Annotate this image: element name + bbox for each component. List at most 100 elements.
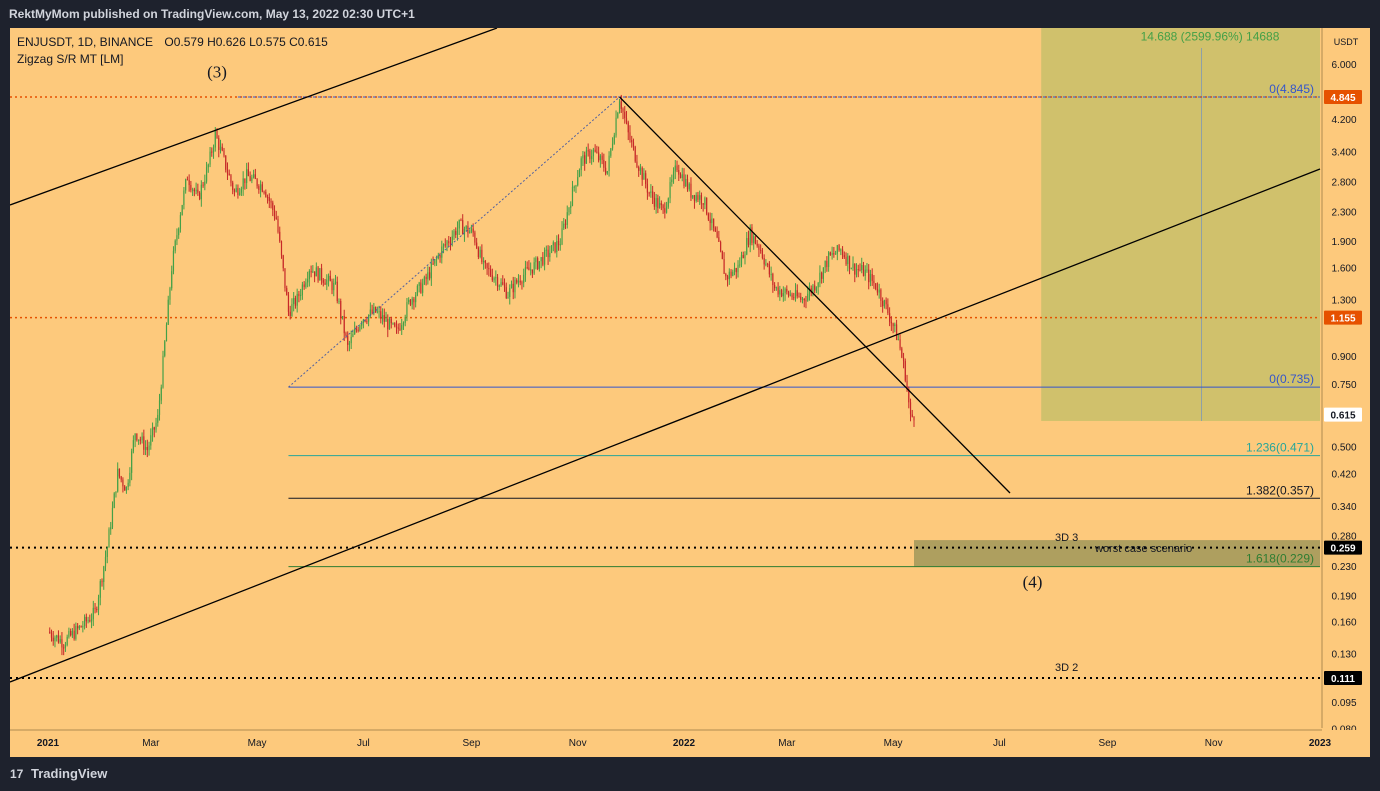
candle-body (470, 228, 473, 232)
candle-body (432, 263, 434, 265)
candle-body (70, 631, 72, 636)
candle-body (144, 447, 147, 450)
candle-body (176, 235, 178, 241)
candle-body (868, 269, 870, 283)
candle-body (746, 238, 748, 255)
candle-body (566, 212, 568, 225)
candle-body (296, 293, 298, 306)
candle-body (779, 290, 781, 295)
candle-body (85, 616, 87, 622)
candle-body (489, 269, 492, 276)
candle-body (803, 299, 805, 301)
candle-body (385, 319, 387, 322)
candle-body (791, 294, 793, 298)
candle-body (404, 317, 406, 323)
candle-body (376, 311, 378, 313)
candle-body (523, 274, 525, 283)
candle-body (153, 427, 155, 430)
candle-body (373, 306, 375, 314)
candle-body (209, 151, 211, 165)
candle-body (775, 287, 777, 289)
candle-body (584, 155, 586, 164)
price-axis[interactable]: 6.000 4.845 4.200 3.400 2.800 2.300 1.900 1.600… (1321, 28, 1370, 757)
price-tick-1: 6.000 (1331, 60, 1356, 71)
candle-body (528, 267, 530, 271)
candle-body (531, 269, 534, 274)
candle-body (582, 155, 584, 159)
candle-body (713, 218, 715, 228)
candle-body (807, 293, 809, 301)
candle-body (815, 287, 818, 291)
candle-body (866, 269, 868, 271)
candles-layer (49, 94, 915, 656)
candle-body (138, 439, 140, 441)
candle-body (847, 255, 849, 265)
candle-body (469, 231, 471, 234)
price-tick-14: 0.500 (1331, 442, 1356, 453)
candle-body (355, 329, 358, 331)
candle-body (408, 299, 410, 303)
candle-body (749, 227, 751, 245)
tradingview-brand[interactable]: 17 TradingView (10, 766, 107, 781)
candle-body (894, 324, 896, 327)
candle-body (688, 183, 690, 190)
candle-body (758, 245, 760, 250)
candle-body (821, 272, 823, 279)
candle-body (467, 225, 469, 234)
candle-body (882, 300, 884, 307)
candle-body (672, 171, 675, 180)
candle-body (439, 255, 441, 258)
candle-body (305, 282, 307, 287)
candle-body (327, 275, 330, 280)
candle-body (315, 267, 317, 277)
candle-body (64, 645, 67, 648)
candle-body (446, 241, 448, 245)
candle-body (618, 101, 621, 114)
candle-body (268, 197, 270, 202)
candle-body (624, 111, 626, 119)
candle-body (700, 195, 703, 204)
candle-body (258, 186, 260, 190)
legend-symbol: ENJUSDT, 1D, BINANCE O0.579 H0.626 L0.57… (17, 35, 328, 49)
annotations-layer: 0(4.845) 0(0.735) 1.236(0.471) 1.382(0.357)… (207, 29, 1314, 674)
candle-body (524, 267, 527, 275)
candle-body (869, 274, 872, 283)
candle-body (117, 468, 119, 492)
time-axis[interactable]: 2021 Mar May Jul Sep Nov 2022 Mar May Jul Sep Nov 20… (10, 729, 1370, 757)
candle-body (899, 339, 901, 349)
candle-body (674, 165, 676, 172)
candle-body (284, 268, 286, 289)
candle-body (54, 637, 56, 642)
candle-body (326, 279, 328, 285)
candle-body (193, 189, 195, 192)
candle-body (320, 268, 323, 280)
candle-body (244, 178, 246, 184)
candle-body (591, 156, 593, 160)
candle-body (75, 626, 77, 639)
candle-body (486, 263, 488, 268)
candle-body (151, 427, 154, 436)
candle-body (500, 282, 502, 286)
candle-body (507, 296, 509, 298)
candle-body (810, 288, 812, 293)
candle-body (77, 626, 79, 629)
candle-body (381, 315, 384, 319)
candle-body (902, 357, 905, 362)
candle-body (909, 402, 912, 415)
candle-body (242, 178, 244, 189)
candle-body (747, 238, 750, 245)
candle-body (509, 288, 511, 297)
candle-body (564, 223, 567, 225)
channel-lower-line (10, 168, 1321, 683)
candle-body (169, 288, 171, 300)
candle-body (892, 323, 894, 327)
candle-body (760, 249, 762, 251)
candle-body (557, 240, 560, 245)
candle-body (273, 209, 276, 218)
candle-body (592, 149, 594, 157)
price-chart[interactable]: 0(4.845) 0(0.735) 1.236(0.471) 1.382(0.357)… (10, 28, 1370, 757)
candle-body (841, 249, 844, 256)
time-tick-10: Sep (1099, 738, 1117, 749)
price-label-23: 0.111 (1331, 674, 1355, 685)
candle-body (667, 198, 669, 207)
